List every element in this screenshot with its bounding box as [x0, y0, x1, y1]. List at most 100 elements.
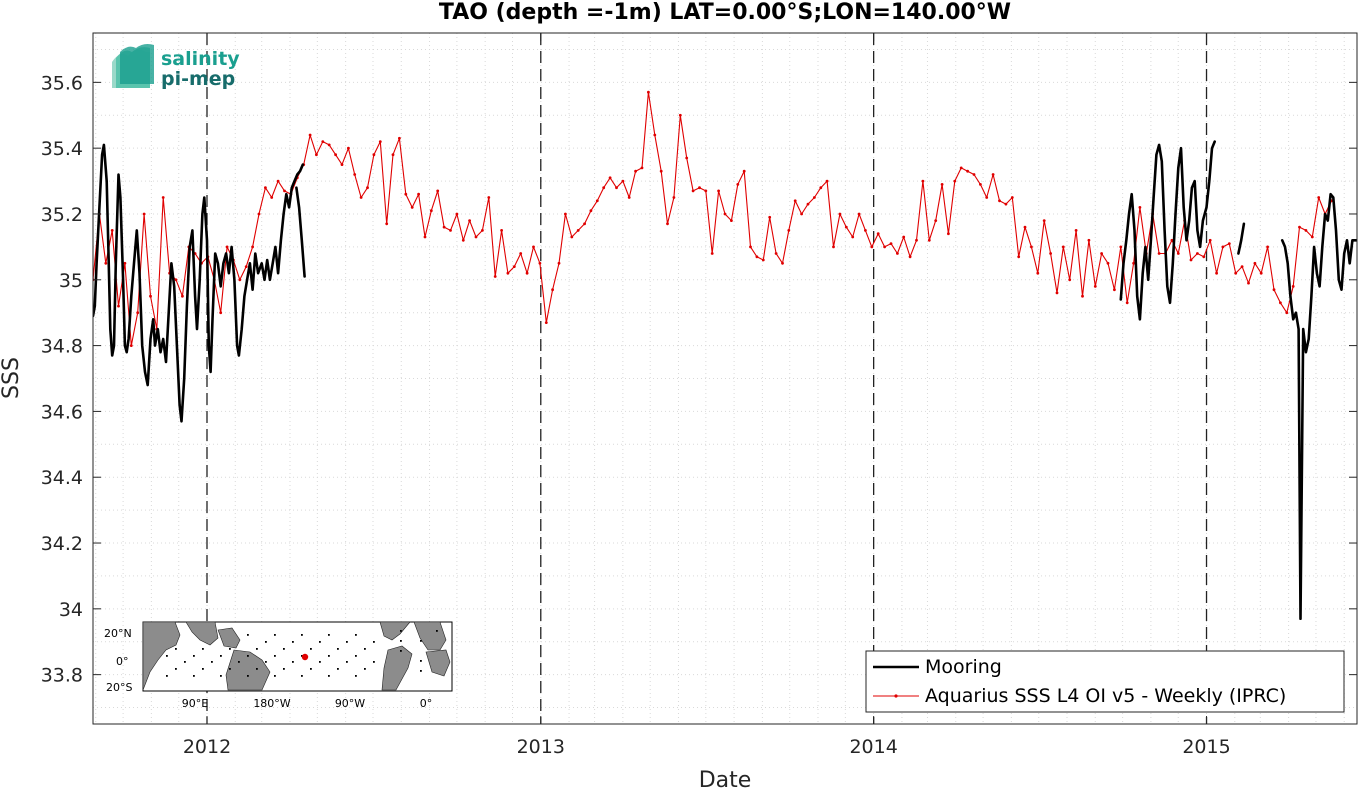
mooring-location-dot	[220, 655, 222, 657]
aquarius-point	[1304, 229, 1308, 232]
mooring-location-dot	[328, 634, 330, 636]
aquarius-point	[634, 169, 637, 173]
aquarius-point	[602, 186, 606, 190]
mooring-location-dot	[193, 655, 195, 657]
aquarius-point	[749, 245, 752, 249]
aquarius-point	[1189, 258, 1193, 262]
y-tick-label: 35.2	[41, 204, 83, 226]
aquarius-point	[1310, 235, 1314, 239]
mooring-line-segment	[1280, 192, 1357, 621]
aquarius-point	[742, 169, 746, 173]
aquarius-point	[1036, 271, 1040, 275]
x-tick-label: 2012	[183, 736, 231, 758]
aquarius-point	[883, 245, 886, 249]
aquarius-point	[1119, 245, 1123, 249]
aquarius-point	[1074, 229, 1078, 232]
aquarius-point	[857, 212, 861, 216]
aquarius-point	[755, 255, 759, 259]
aquarius-point	[283, 189, 286, 193]
mooring-location-dot	[364, 668, 366, 670]
legend-aquarius-marker	[894, 694, 898, 698]
aquarius-point	[161, 196, 165, 199]
aquarius-point	[1157, 252, 1161, 255]
aquarius-point	[270, 196, 274, 199]
legend-aquarius-label: Aquarius SSS L4 OI v5 - Weekly (IPRC)	[925, 685, 1286, 707]
x-tick-label: 2015	[1182, 736, 1230, 758]
aquarius-point	[615, 186, 618, 190]
aquarius-point	[1138, 206, 1142, 209]
inset-map: 20°N 0° 20°S 90°E 180°W 90°W 0°	[104, 621, 453, 710]
inset-lon-tick: 90°E	[182, 697, 208, 710]
aquarius-point	[219, 311, 223, 315]
aquarius-point	[595, 199, 599, 203]
aquarius-point	[1055, 291, 1059, 295]
aquarius-point	[1298, 225, 1301, 229]
aquarius-point	[1010, 196, 1014, 199]
aquarius-point	[404, 192, 408, 196]
aquarius-point	[627, 196, 631, 199]
aquarius-point	[915, 238, 918, 242]
aquarius-point	[870, 245, 874, 249]
aquarius-point	[653, 133, 657, 137]
aquarius-point	[1100, 252, 1103, 255]
aquarius-point	[998, 199, 1001, 203]
aquarius-point	[410, 206, 414, 209]
aquarius-point	[844, 225, 848, 229]
aquarius-point	[659, 169, 663, 173]
aquarius-point	[678, 113, 682, 117]
aquarius-point	[908, 255, 912, 259]
mooring-location-dot	[256, 648, 258, 650]
inset-lat-tick: 0°	[116, 655, 129, 668]
aquarius-point	[104, 261, 108, 265]
aquarius-point	[378, 140, 382, 144]
aquarius-point	[257, 212, 261, 216]
mooring-location-dot	[247, 634, 249, 636]
mooring-location-dot	[202, 648, 204, 650]
aquarius-point	[934, 219, 938, 223]
aquarius-point	[525, 271, 529, 275]
mooring-location-dot	[283, 648, 285, 650]
aquarius-point	[264, 186, 267, 190]
aquarius-point	[327, 143, 331, 147]
y-tick-label: 35	[59, 270, 83, 292]
mooring-location-dot	[292, 661, 294, 663]
aquarius-point	[321, 140, 325, 144]
aquarius-point	[1093, 285, 1097, 288]
aquarius-point	[781, 261, 784, 265]
aquarius-point	[308, 133, 312, 137]
aquarius-point	[666, 222, 669, 226]
mooring-location-dot	[301, 675, 303, 677]
aquarius-point	[959, 166, 963, 170]
aquarius-point	[398, 136, 401, 140]
aquarius-point	[927, 238, 931, 242]
aquarius-point	[1202, 255, 1206, 259]
aquarius-point	[557, 261, 561, 265]
aquarius-point	[723, 212, 727, 216]
aquarius-point	[225, 245, 229, 249]
aquarius-point	[1208, 238, 1212, 242]
aquarius-point	[583, 222, 586, 226]
mooring-location-dot	[166, 655, 168, 657]
mooring-location-dot	[400, 630, 402, 632]
aquarius-point	[366, 186, 369, 190]
aquarius-point	[276, 179, 280, 183]
aquarius-point	[251, 245, 255, 249]
aquarius-point	[238, 278, 242, 282]
mooring-location-dot	[319, 641, 321, 643]
mooring-location-dot	[364, 648, 366, 650]
aquarius-point	[1234, 271, 1238, 275]
aquarius-point	[608, 176, 612, 180]
mooring-line-segment	[295, 186, 306, 278]
mooring-location-dot	[274, 675, 276, 677]
aquarius-point	[819, 186, 823, 190]
aquarius-point	[576, 229, 580, 232]
aquarius-point	[979, 183, 982, 186]
mooring-line-segment	[1119, 140, 1216, 321]
aquarius-point	[896, 252, 899, 255]
aquarius-point	[1259, 271, 1263, 275]
aquarius-point	[953, 179, 957, 183]
aquarius-point	[921, 179, 925, 183]
aquarius-point	[244, 265, 248, 268]
aquarius-point	[532, 245, 535, 249]
x-tick-label: 2013	[517, 736, 565, 758]
